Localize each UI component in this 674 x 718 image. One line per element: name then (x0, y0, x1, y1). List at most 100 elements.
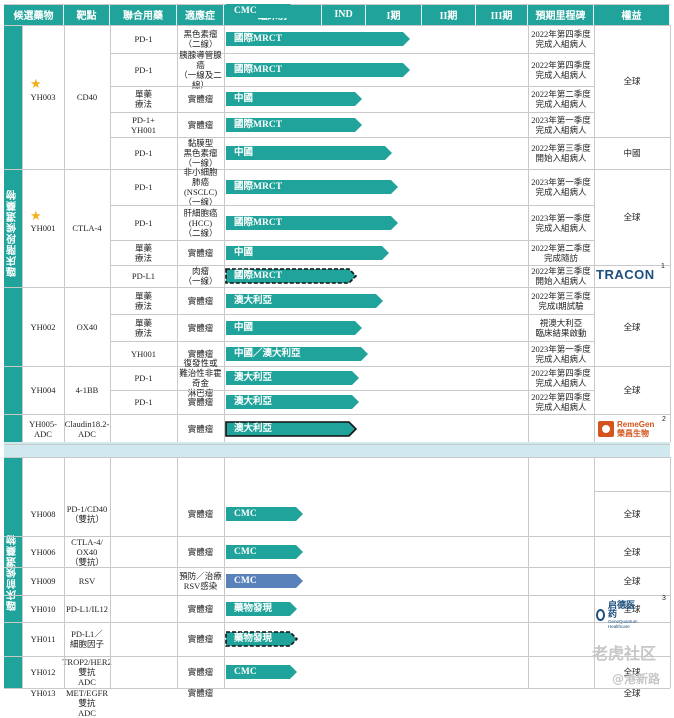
progress-bar: 國際MRCT (226, 216, 398, 230)
bar-label: 國際MRCT (234, 34, 283, 44)
target-cell: CTLA-4 (72, 223, 102, 233)
row-divider (110, 137, 594, 138)
progress-arrow-shape (226, 146, 392, 160)
bar-label: 國際MRCT (234, 120, 283, 130)
row-divider (110, 366, 594, 367)
bar-label: 國際MRCT (234, 65, 283, 75)
milestone-cell: 2022年第四季度 完成入組病人 (531, 59, 591, 80)
indication-cell: 預防／治療 RSV感染 (179, 571, 222, 591)
genequantum-name-en: GeneQuantum Healthcare (607, 619, 638, 629)
combo-cell (110, 622, 177, 656)
target-cell: PD-L1/IL12 (65, 603, 109, 614)
progress-arrow-shape (226, 216, 398, 230)
bar-label: 藥物發現 (234, 634, 273, 644)
progress-bar: 國際MRCT (226, 63, 410, 77)
progress-arrow (226, 321, 362, 335)
row-divider (594, 595, 670, 596)
star-icon: ★ (30, 208, 42, 223)
drug-cell: YH008 (30, 508, 56, 519)
column-divider (224, 457, 225, 688)
bar-label: CMC (234, 509, 257, 519)
progress-bar: 國際MRCT (226, 180, 398, 194)
column-header: 適應症 (177, 4, 224, 25)
progress-arrow-shape (226, 321, 362, 335)
indication-cell: 實體瘤 (187, 603, 214, 614)
row-divider (4, 457, 670, 458)
row-divider (594, 656, 670, 657)
drug-cell: YH006 (30, 546, 56, 557)
combo-cell: 單藥 療法 (134, 242, 152, 263)
column-header: IND (322, 4, 366, 25)
rights-cell: 全球 (623, 667, 641, 677)
row-divider (4, 656, 110, 657)
row-divider (110, 287, 594, 288)
column-divider (670, 25, 671, 442)
progress-bar: 澳大利亞 (226, 395, 359, 409)
combo-cell: YH001 (130, 348, 157, 359)
bar-label: 澳大利亞 (234, 373, 273, 383)
bar-label: 國際MRCT (234, 218, 283, 228)
progress-bar: 藥物發現 (225, 631, 299, 647)
progress-arrow (225, 421, 358, 437)
target-cell: CTLA-4/ OX40 （雙抗） (69, 536, 104, 567)
column-header: 候選藥物 (4, 4, 64, 25)
row-divider (594, 536, 670, 537)
column-header: 靶點 (64, 4, 110, 25)
progress-arrow (226, 507, 303, 521)
remegen-mark-icon (598, 421, 614, 437)
bar-label: 藥物發現 (234, 604, 273, 614)
target-cell: PD-1/CD40 （雙抗） (66, 503, 108, 524)
indication-cell: 實體瘤 (187, 546, 214, 557)
drug-cell: YH003 (30, 92, 56, 102)
combo-cell (110, 536, 177, 567)
rights-cell: 全球 (623, 688, 641, 698)
milestone-cell: 2022年第三季度 開始入組病人 (531, 266, 591, 286)
combo-cell: PD-1 (134, 34, 153, 44)
progress-arrow-shape (226, 63, 410, 77)
target-cell: RSV (78, 576, 96, 586)
row-divider (594, 622, 670, 623)
progress-arrow (226, 118, 362, 132)
row-divider (594, 169, 670, 170)
combo-cell: PD-1 (134, 217, 153, 228)
indication-cell: 實體瘤 (187, 424, 214, 434)
milestone-cell (528, 595, 594, 622)
row-divider (594, 444, 670, 445)
bar-label: 澳大利亞 (234, 397, 273, 407)
row-divider (110, 656, 594, 657)
progress-bar: 澳大利亞 (225, 421, 358, 437)
bar-label: 中國 (234, 248, 254, 258)
milestone-cell (528, 491, 594, 536)
indication-cell: 實體瘤 (187, 348, 214, 359)
combo-cell: 單藥 療法 (134, 290, 152, 311)
footnote-marker: 3 (662, 595, 666, 602)
drug-cell: YH002 (30, 321, 56, 332)
bar-label: 中國 (234, 94, 254, 104)
target-cell: TROP2/HER2 雙抗 ADC (62, 657, 112, 687)
progress-arrow-shape (226, 294, 383, 308)
tracon-logo: TRACON (596, 267, 655, 282)
rights-cell: 全球 (623, 546, 641, 557)
rights-cell: 全球 (623, 321, 641, 332)
target-cell: OX40 (76, 321, 98, 332)
progress-arrow (226, 665, 297, 679)
milestone-cell: 2023年第一季度 完成入組病人 (531, 343, 591, 364)
indication-cell: 實體瘤 (187, 688, 214, 698)
bar-label: CMC (234, 667, 257, 677)
section-divider (4, 442, 670, 457)
footnote-marker: 1 (661, 263, 665, 270)
combo-cell: PD-1+ YH001 (130, 114, 157, 135)
row-divider (4, 414, 110, 415)
drug-cell: YH005- ADC (29, 419, 57, 439)
row-divider (110, 4, 594, 5)
row-divider (4, 595, 110, 596)
bar-label: 國際MRCT (234, 271, 283, 281)
progress-bar: CMC (226, 507, 303, 521)
row-divider (4, 25, 670, 26)
combo-cell: PD-1 (134, 64, 153, 75)
indication-cell: 實體瘤 (187, 94, 214, 104)
bar-label: CMC (234, 6, 257, 16)
combo-cell (110, 656, 177, 688)
column-header: II期 (422, 4, 476, 25)
progress-arrow-shape (226, 371, 359, 385)
